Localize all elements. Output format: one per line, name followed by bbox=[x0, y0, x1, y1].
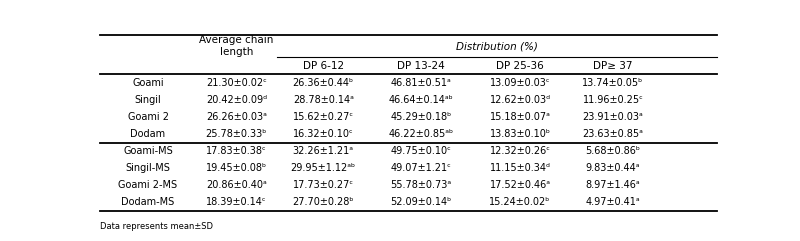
Text: 27.70±0.28ᵇ: 27.70±0.28ᵇ bbox=[293, 197, 354, 208]
Text: 29.95±1.12ᵃᵇ: 29.95±1.12ᵃᵇ bbox=[290, 163, 356, 173]
Text: 15.62±0.27ᶜ: 15.62±0.27ᶜ bbox=[293, 112, 354, 122]
Text: 23.91±0.03ᵃ: 23.91±0.03ᵃ bbox=[582, 112, 643, 122]
Text: 13.83±0.10ᵇ: 13.83±0.10ᵇ bbox=[490, 129, 550, 139]
Text: 19.45±0.08ᵇ: 19.45±0.08ᵇ bbox=[206, 163, 267, 173]
Text: Goami 2-MS: Goami 2-MS bbox=[118, 180, 178, 190]
Text: 4.97±0.41ᵃ: 4.97±0.41ᵃ bbox=[586, 197, 640, 208]
Text: Dodam: Dodam bbox=[130, 129, 166, 139]
Text: 21.30±0.02ᶜ: 21.30±0.02ᶜ bbox=[206, 78, 266, 88]
Text: 28.78±0.14ᵃ: 28.78±0.14ᵃ bbox=[293, 95, 354, 105]
Text: 11.96±0.25ᶜ: 11.96±0.25ᶜ bbox=[582, 95, 643, 105]
Text: Goami 2: Goami 2 bbox=[127, 112, 169, 122]
Text: Dodam-MS: Dodam-MS bbox=[122, 197, 174, 208]
Text: 5.68±0.86ᵇ: 5.68±0.86ᵇ bbox=[586, 146, 641, 156]
Text: 15.18±0.07ᵃ: 15.18±0.07ᵃ bbox=[490, 112, 550, 122]
Text: 17.83±0.38ᶜ: 17.83±0.38ᶜ bbox=[206, 146, 266, 156]
Text: Singil: Singil bbox=[134, 95, 162, 105]
Text: Data represents mean±SD: Data represents mean±SD bbox=[100, 222, 213, 231]
Text: Average chain
length: Average chain length bbox=[199, 35, 274, 57]
Text: DP≥ 37: DP≥ 37 bbox=[594, 60, 633, 71]
Text: 32.26±1.21ᵃ: 32.26±1.21ᵃ bbox=[293, 146, 354, 156]
Text: 26.36±0.44ᵇ: 26.36±0.44ᵇ bbox=[293, 78, 354, 88]
Text: Singil-MS: Singil-MS bbox=[126, 163, 170, 173]
Text: 46.81±0.51ᵃ: 46.81±0.51ᵃ bbox=[390, 78, 451, 88]
Text: 12.32±0.26ᶜ: 12.32±0.26ᶜ bbox=[490, 146, 550, 156]
Text: 25.78±0.33ᵇ: 25.78±0.33ᵇ bbox=[206, 129, 267, 139]
Text: 17.52±0.46ᵃ: 17.52±0.46ᵃ bbox=[490, 180, 550, 190]
Text: 49.07±1.21ᶜ: 49.07±1.21ᶜ bbox=[390, 163, 451, 173]
Text: 26.26±0.03ᵃ: 26.26±0.03ᵃ bbox=[206, 112, 267, 122]
Text: 23.63±0.85ᵃ: 23.63±0.85ᵃ bbox=[582, 129, 643, 139]
Text: 46.22±0.85ᵃᵇ: 46.22±0.85ᵃᵇ bbox=[388, 129, 454, 139]
Text: 12.62±0.03ᵈ: 12.62±0.03ᵈ bbox=[490, 95, 550, 105]
Text: 9.83±0.44ᵃ: 9.83±0.44ᵃ bbox=[586, 163, 640, 173]
Text: 13.74±0.05ᵇ: 13.74±0.05ᵇ bbox=[582, 78, 644, 88]
Text: 55.78±0.73ᵃ: 55.78±0.73ᵃ bbox=[390, 180, 451, 190]
Text: 52.09±0.14ᵇ: 52.09±0.14ᵇ bbox=[390, 197, 451, 208]
Text: 17.73±0.27ᶜ: 17.73±0.27ᶜ bbox=[293, 180, 354, 190]
Text: Goami: Goami bbox=[132, 78, 164, 88]
Text: 16.32±0.10ᶜ: 16.32±0.10ᶜ bbox=[293, 129, 354, 139]
Text: 49.75±0.10ᶜ: 49.75±0.10ᶜ bbox=[390, 146, 451, 156]
Text: 15.24±0.02ᵇ: 15.24±0.02ᵇ bbox=[490, 197, 550, 208]
Text: 13.09±0.03ᶜ: 13.09±0.03ᶜ bbox=[490, 78, 550, 88]
Text: DP 25-36: DP 25-36 bbox=[496, 60, 544, 71]
Text: 46.64±0.14ᵃᵇ: 46.64±0.14ᵃᵇ bbox=[389, 95, 454, 105]
Text: DP 6-12: DP 6-12 bbox=[302, 60, 344, 71]
Text: 20.42±0.09ᵈ: 20.42±0.09ᵈ bbox=[206, 95, 267, 105]
Text: Goami-MS: Goami-MS bbox=[123, 146, 173, 156]
Text: 20.86±0.40ᵃ: 20.86±0.40ᵃ bbox=[206, 180, 266, 190]
Text: Distribution (%): Distribution (%) bbox=[456, 41, 538, 51]
Text: 8.97±1.46ᵃ: 8.97±1.46ᵃ bbox=[586, 180, 640, 190]
Text: 11.15±0.34ᵈ: 11.15±0.34ᵈ bbox=[490, 163, 550, 173]
Text: 45.29±0.18ᵇ: 45.29±0.18ᵇ bbox=[390, 112, 451, 122]
Text: DP 13-24: DP 13-24 bbox=[397, 60, 445, 71]
Text: 18.39±0.14ᶜ: 18.39±0.14ᶜ bbox=[206, 197, 266, 208]
